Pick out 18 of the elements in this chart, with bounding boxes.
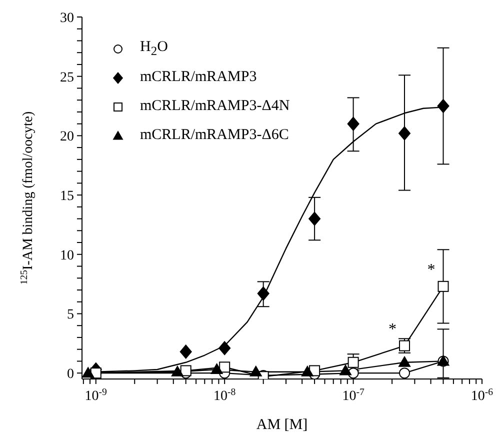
x-tick-label: 10$^{-7}$ <box>342 386 364 404</box>
legend-label: mCRLR/mRAMP3 <box>140 69 257 86</box>
y-tick-label: 25 <box>60 70 74 86</box>
legend-label: mCRLR/mRAMP3-Δ6C <box>140 127 289 144</box>
y-tick-label: 30 <box>60 11 74 26</box>
annotation: * <box>427 261 436 278</box>
x-tick-label: 10$^{-9}$ <box>84 386 108 404</box>
y-tick-label: 5 <box>67 308 74 323</box>
y-tick-label: 10 <box>60 248 74 264</box>
y-tick-label: 0 <box>67 367 74 382</box>
legend-label: H$_{2}$O <box>140 38 168 58</box>
y-tick-label: 15 <box>60 189 74 204</box>
x-axis-title: AM [M] <box>256 417 308 433</box>
x-tick-label: 10$^{-6}$ <box>470 386 494 404</box>
legend-label: mCRLR/mRAMP3-Δ4N <box>140 98 290 115</box>
annotation: * <box>388 320 397 338</box>
y-tick-label: 20 <box>60 130 74 145</box>
x-tick-label: 10$^{-8}$ <box>214 386 236 404</box>
